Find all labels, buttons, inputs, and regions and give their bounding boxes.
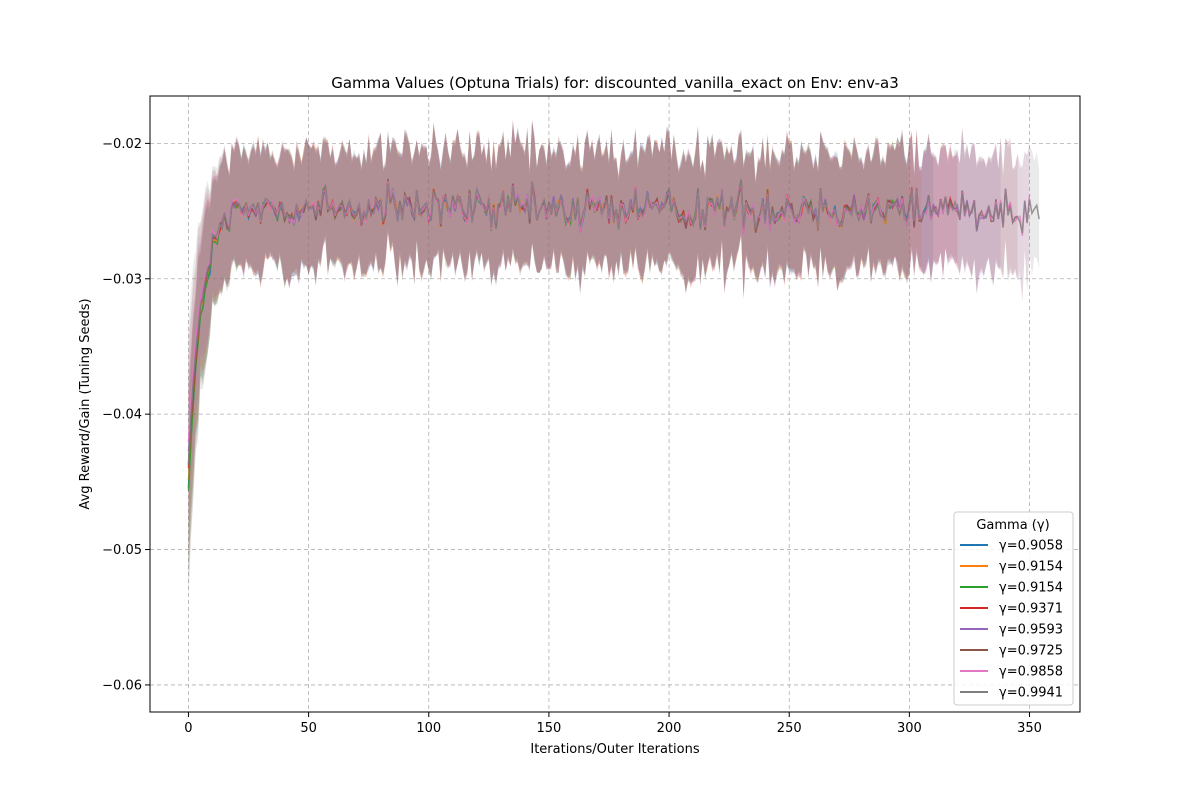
series-line-7 bbox=[187, 181, 1031, 443]
y-tick-label: −0.06 bbox=[102, 678, 142, 693]
series-band-6 bbox=[188, 120, 1018, 592]
x-tick-label: 100 bbox=[416, 721, 441, 736]
legend-entry-label: γ=0.9154 bbox=[999, 581, 1063, 596]
series-band-1 bbox=[188, 120, 934, 575]
y-tick-label: −0.04 bbox=[102, 408, 142, 423]
legend-box bbox=[953, 511, 1074, 706]
series-band-2 bbox=[188, 120, 922, 567]
chart-title: Gamma Values (Optuna Trials) for: discou… bbox=[331, 74, 899, 93]
legend-entry-label: γ=0.9154 bbox=[999, 560, 1063, 575]
legend-entry-label: γ=0.9941 bbox=[999, 686, 1063, 701]
x-tick-label: 350 bbox=[1017, 721, 1042, 736]
series-band-8 bbox=[188, 120, 1040, 606]
y-axis-ticks: −0.02 −0.03 −0.04 −0.05 −0.06 bbox=[102, 137, 150, 693]
legend: Gamma (γ) γ=0.9058 γ=0.9154 γ=0.9154 γ=0.93… bbox=[953, 511, 1074, 706]
x-axis-ticks: 0 50 100 150 200 250 300 350 bbox=[184, 712, 1042, 736]
legend-entry-label: γ=0.9058 bbox=[999, 539, 1063, 554]
x-tick-label: 300 bbox=[897, 721, 922, 736]
series-band-4 bbox=[188, 120, 958, 556]
plot-area-frame bbox=[149, 95, 1081, 713]
y-tick-label: −0.03 bbox=[102, 272, 142, 287]
x-tick-label: 200 bbox=[657, 721, 682, 736]
x-axis-label: Iterations/Outer Iterations bbox=[530, 742, 699, 757]
y-axis-label: Avg Reward/Gain (Tuning Seeds) bbox=[78, 298, 93, 509]
x-tick-label: 0 bbox=[184, 721, 192, 736]
y-tick-label: −0.02 bbox=[102, 137, 142, 152]
y-tick-label: −0.05 bbox=[102, 543, 142, 558]
legend-entry-label: γ=0.9858 bbox=[999, 665, 1063, 680]
series-line-8 bbox=[187, 179, 1040, 465]
legend-entry-label: γ=0.9371 bbox=[999, 602, 1063, 617]
series-band-3 bbox=[188, 119, 910, 578]
x-tick-label: 150 bbox=[537, 721, 562, 736]
x-tick-label: 50 bbox=[300, 721, 317, 736]
series-lines bbox=[187, 178, 1040, 491]
x-tick-label: 250 bbox=[777, 721, 802, 736]
legend-entry-label: γ=0.9725 bbox=[999, 644, 1063, 659]
legend-entry-label: γ=0.9593 bbox=[999, 623, 1063, 638]
legend-title: Gamma (γ) bbox=[976, 518, 1049, 533]
legend-entries: γ=0.9058 γ=0.9154 γ=0.9154 γ=0.9371 γ=0.9593… bbox=[960, 539, 1063, 701]
